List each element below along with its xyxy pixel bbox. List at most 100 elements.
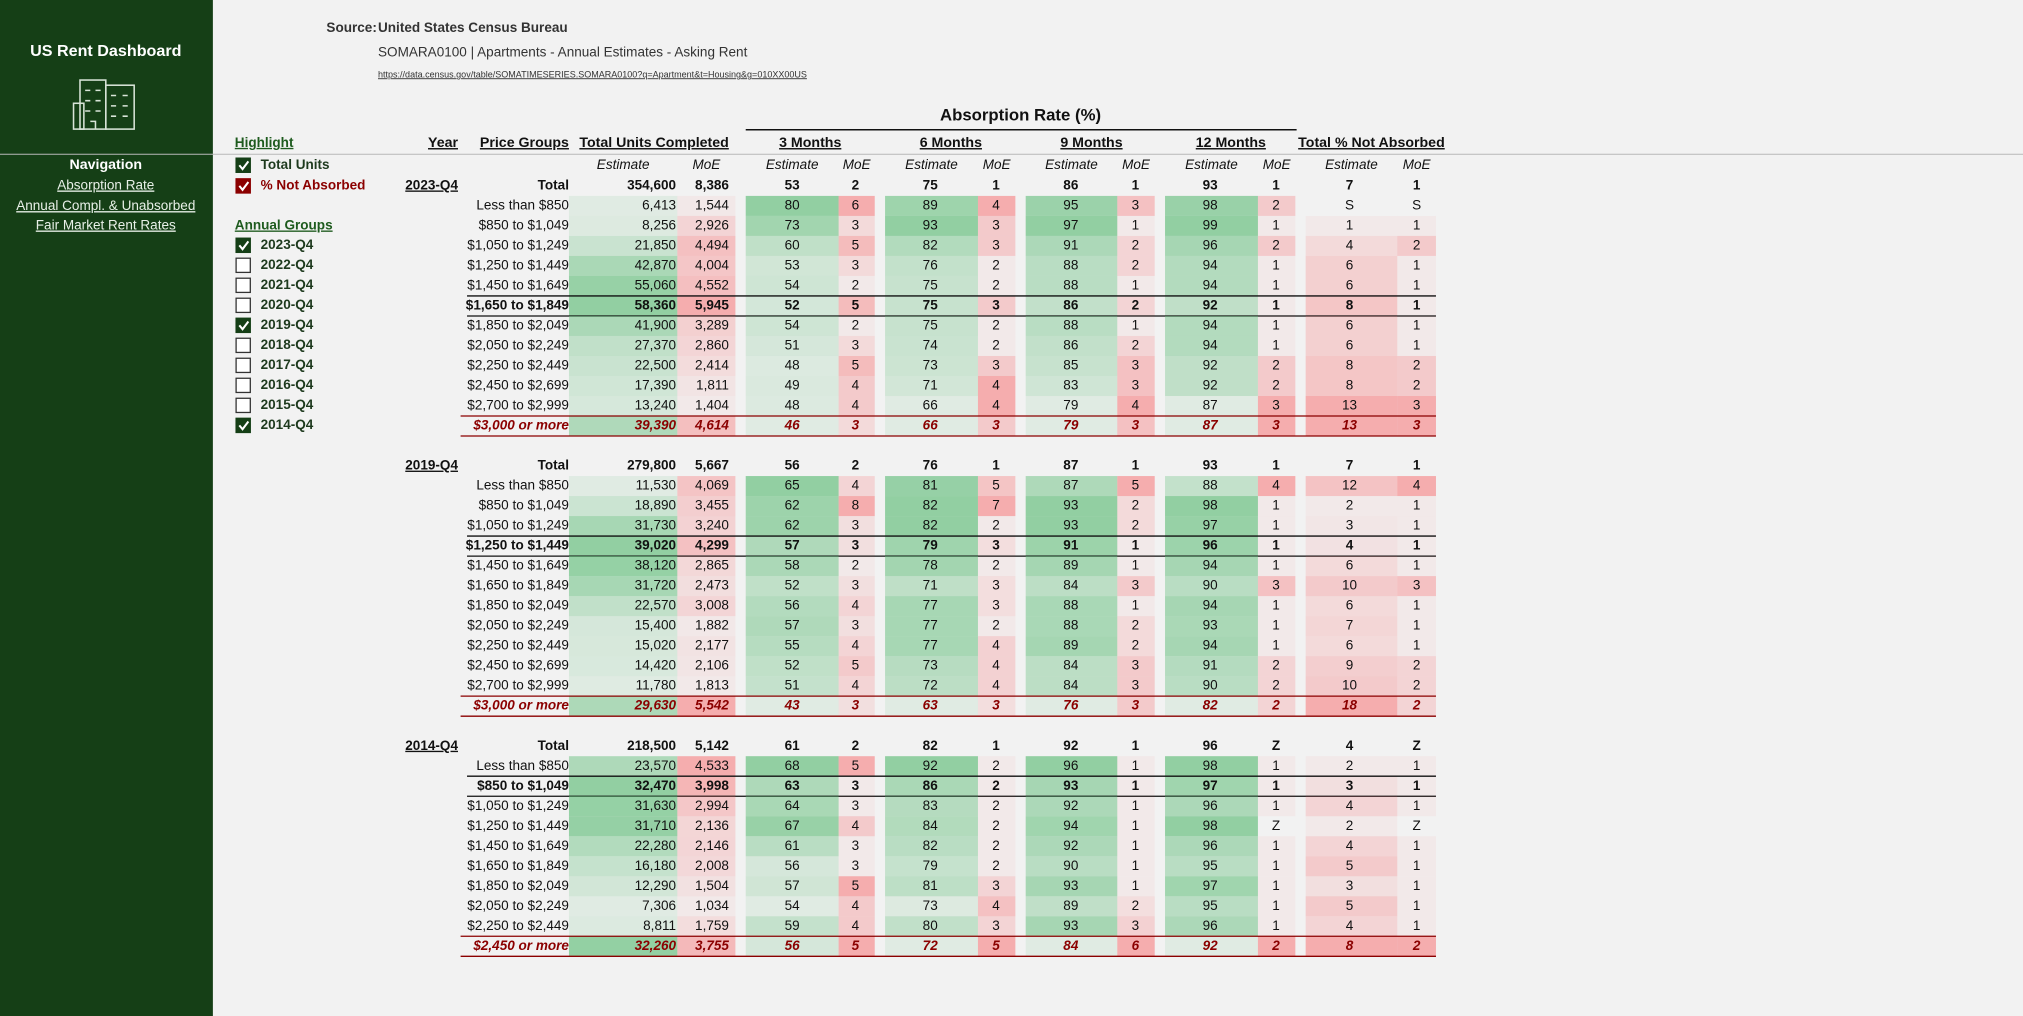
group-checkbox[interactable] xyxy=(235,257,251,274)
cell: 76 xyxy=(923,258,938,273)
column-header: 6 Months xyxy=(920,135,982,151)
cell-shade xyxy=(885,916,978,937)
cell-shade xyxy=(838,756,875,777)
cell: 68 xyxy=(785,758,800,773)
cell-shade xyxy=(677,536,736,557)
highlight-label[interactable]: % Not Absorbed xyxy=(261,177,366,192)
group-checkbox[interactable] xyxy=(235,337,251,354)
cell: 5 xyxy=(852,298,860,313)
cell: 88 xyxy=(1063,598,1078,613)
cell-shade xyxy=(568,896,678,917)
group-checkbox[interactable] xyxy=(235,277,251,294)
cell-shade xyxy=(885,656,978,677)
cell: 1 xyxy=(1272,918,1280,933)
price-group: $2,050 to $2,249 xyxy=(467,618,569,633)
cell: 82 xyxy=(923,238,938,253)
cell: 93 xyxy=(1203,177,1219,192)
cell: 13,240 xyxy=(635,398,676,413)
cell-shade xyxy=(977,756,1016,777)
cell-shade xyxy=(977,516,1016,537)
group-checkbox[interactable] xyxy=(235,297,251,314)
group-label[interactable]: 2015-Q4 xyxy=(261,397,314,412)
cell: 3,998 xyxy=(695,778,729,793)
group-checkbox[interactable] xyxy=(235,317,251,334)
cell-shade xyxy=(838,375,875,397)
group-checkbox[interactable] xyxy=(235,397,251,414)
highlight-checkbox[interactable] xyxy=(235,178,251,194)
cell: 95 xyxy=(1203,898,1218,913)
cell-shade xyxy=(885,936,978,957)
cell-shade xyxy=(1025,916,1118,937)
cell-shade xyxy=(885,275,978,296)
nav-link[interactable]: Annual Compl. & Unabsorbed xyxy=(16,198,195,213)
cell-shade xyxy=(1117,355,1155,376)
cell-shade xyxy=(568,856,678,877)
group-label[interactable]: 2021-Q4 xyxy=(261,277,314,292)
price-group: $2,250 to $2,449 xyxy=(467,358,569,373)
cell: 1,811 xyxy=(696,378,729,393)
cell: 1 xyxy=(1272,878,1280,893)
cell-shade xyxy=(745,476,839,497)
group-label[interactable]: 2023-Q4 xyxy=(261,237,314,252)
price-group: $3,000 or more xyxy=(472,698,569,713)
cell-shade xyxy=(1117,876,1155,897)
group-label[interactable]: 2017-Q4 xyxy=(261,357,314,372)
cell-shade xyxy=(1397,375,1436,397)
nav-link[interactable]: Fair Market Rent Rates xyxy=(36,217,176,232)
cell: 93 xyxy=(1063,878,1078,893)
highlight-label[interactable]: Total Units xyxy=(261,157,330,172)
group-label[interactable]: 2019-Q4 xyxy=(261,317,314,332)
cell-shade xyxy=(1117,295,1155,316)
cell: 67 xyxy=(785,818,800,833)
price-group: $1,850 to $2,049 xyxy=(467,878,569,893)
cell: 4 xyxy=(852,638,860,653)
cell-shade xyxy=(1397,836,1436,857)
cell: 97 xyxy=(1203,518,1218,533)
cell-shade xyxy=(1025,636,1118,657)
group-label[interactable]: 2014-Q4 xyxy=(261,417,314,432)
cell: 4 xyxy=(852,678,860,693)
group-label[interactable]: 2018-Q4 xyxy=(261,337,314,352)
price-group: Total xyxy=(538,177,569,192)
cell: 2,860 xyxy=(695,338,729,353)
cell: 56 xyxy=(785,598,800,613)
cell-shade xyxy=(1305,476,1398,497)
highlight-checkbox[interactable] xyxy=(235,157,251,173)
cell: 4 xyxy=(992,898,1000,913)
cell-shade xyxy=(838,876,875,897)
cell: 279,800 xyxy=(627,458,676,473)
group-label[interactable]: 2020-Q4 xyxy=(261,297,314,312)
cell-shade xyxy=(1397,896,1436,917)
cell-shade xyxy=(1165,636,1258,657)
cell-shade xyxy=(568,315,678,336)
cell: 2 xyxy=(1132,898,1140,913)
cell: 4 xyxy=(1346,238,1354,253)
cell-shade xyxy=(977,856,1016,877)
cell: 2 xyxy=(1132,238,1140,253)
cell-shade xyxy=(1257,255,1296,276)
sidebar-title: US Rent Dashboard xyxy=(30,42,181,60)
nav-link[interactable]: Absorption Rate xyxy=(57,177,154,192)
cell: 2 xyxy=(1132,638,1140,653)
group-checkbox[interactable] xyxy=(235,237,251,254)
cell: 1 xyxy=(1413,858,1421,873)
cell: 59 xyxy=(785,918,800,933)
cell: 73 xyxy=(923,658,938,673)
group-checkbox[interactable] xyxy=(235,377,251,394)
url[interactable]: https://data.census.gov/table/SOMATIMESE… xyxy=(378,69,807,79)
cell: 72 xyxy=(923,678,938,693)
nav-title: Navigation xyxy=(70,157,143,173)
cell-shade xyxy=(1257,756,1296,777)
cell-shade xyxy=(568,536,678,557)
cell: 2,146 xyxy=(695,838,729,853)
cell: 91 xyxy=(1063,238,1078,253)
group-label[interactable]: 2022-Q4 xyxy=(261,257,314,272)
cell: 2 xyxy=(1413,238,1421,253)
cell-shade xyxy=(1025,596,1118,617)
group-label[interactable]: 2016-Q4 xyxy=(261,377,314,392)
group-checkbox[interactable] xyxy=(235,417,251,434)
group-checkbox[interactable] xyxy=(235,357,251,374)
cell-shade xyxy=(838,335,875,356)
cell: 1 xyxy=(1413,338,1421,353)
cell: 2 xyxy=(1272,197,1280,212)
